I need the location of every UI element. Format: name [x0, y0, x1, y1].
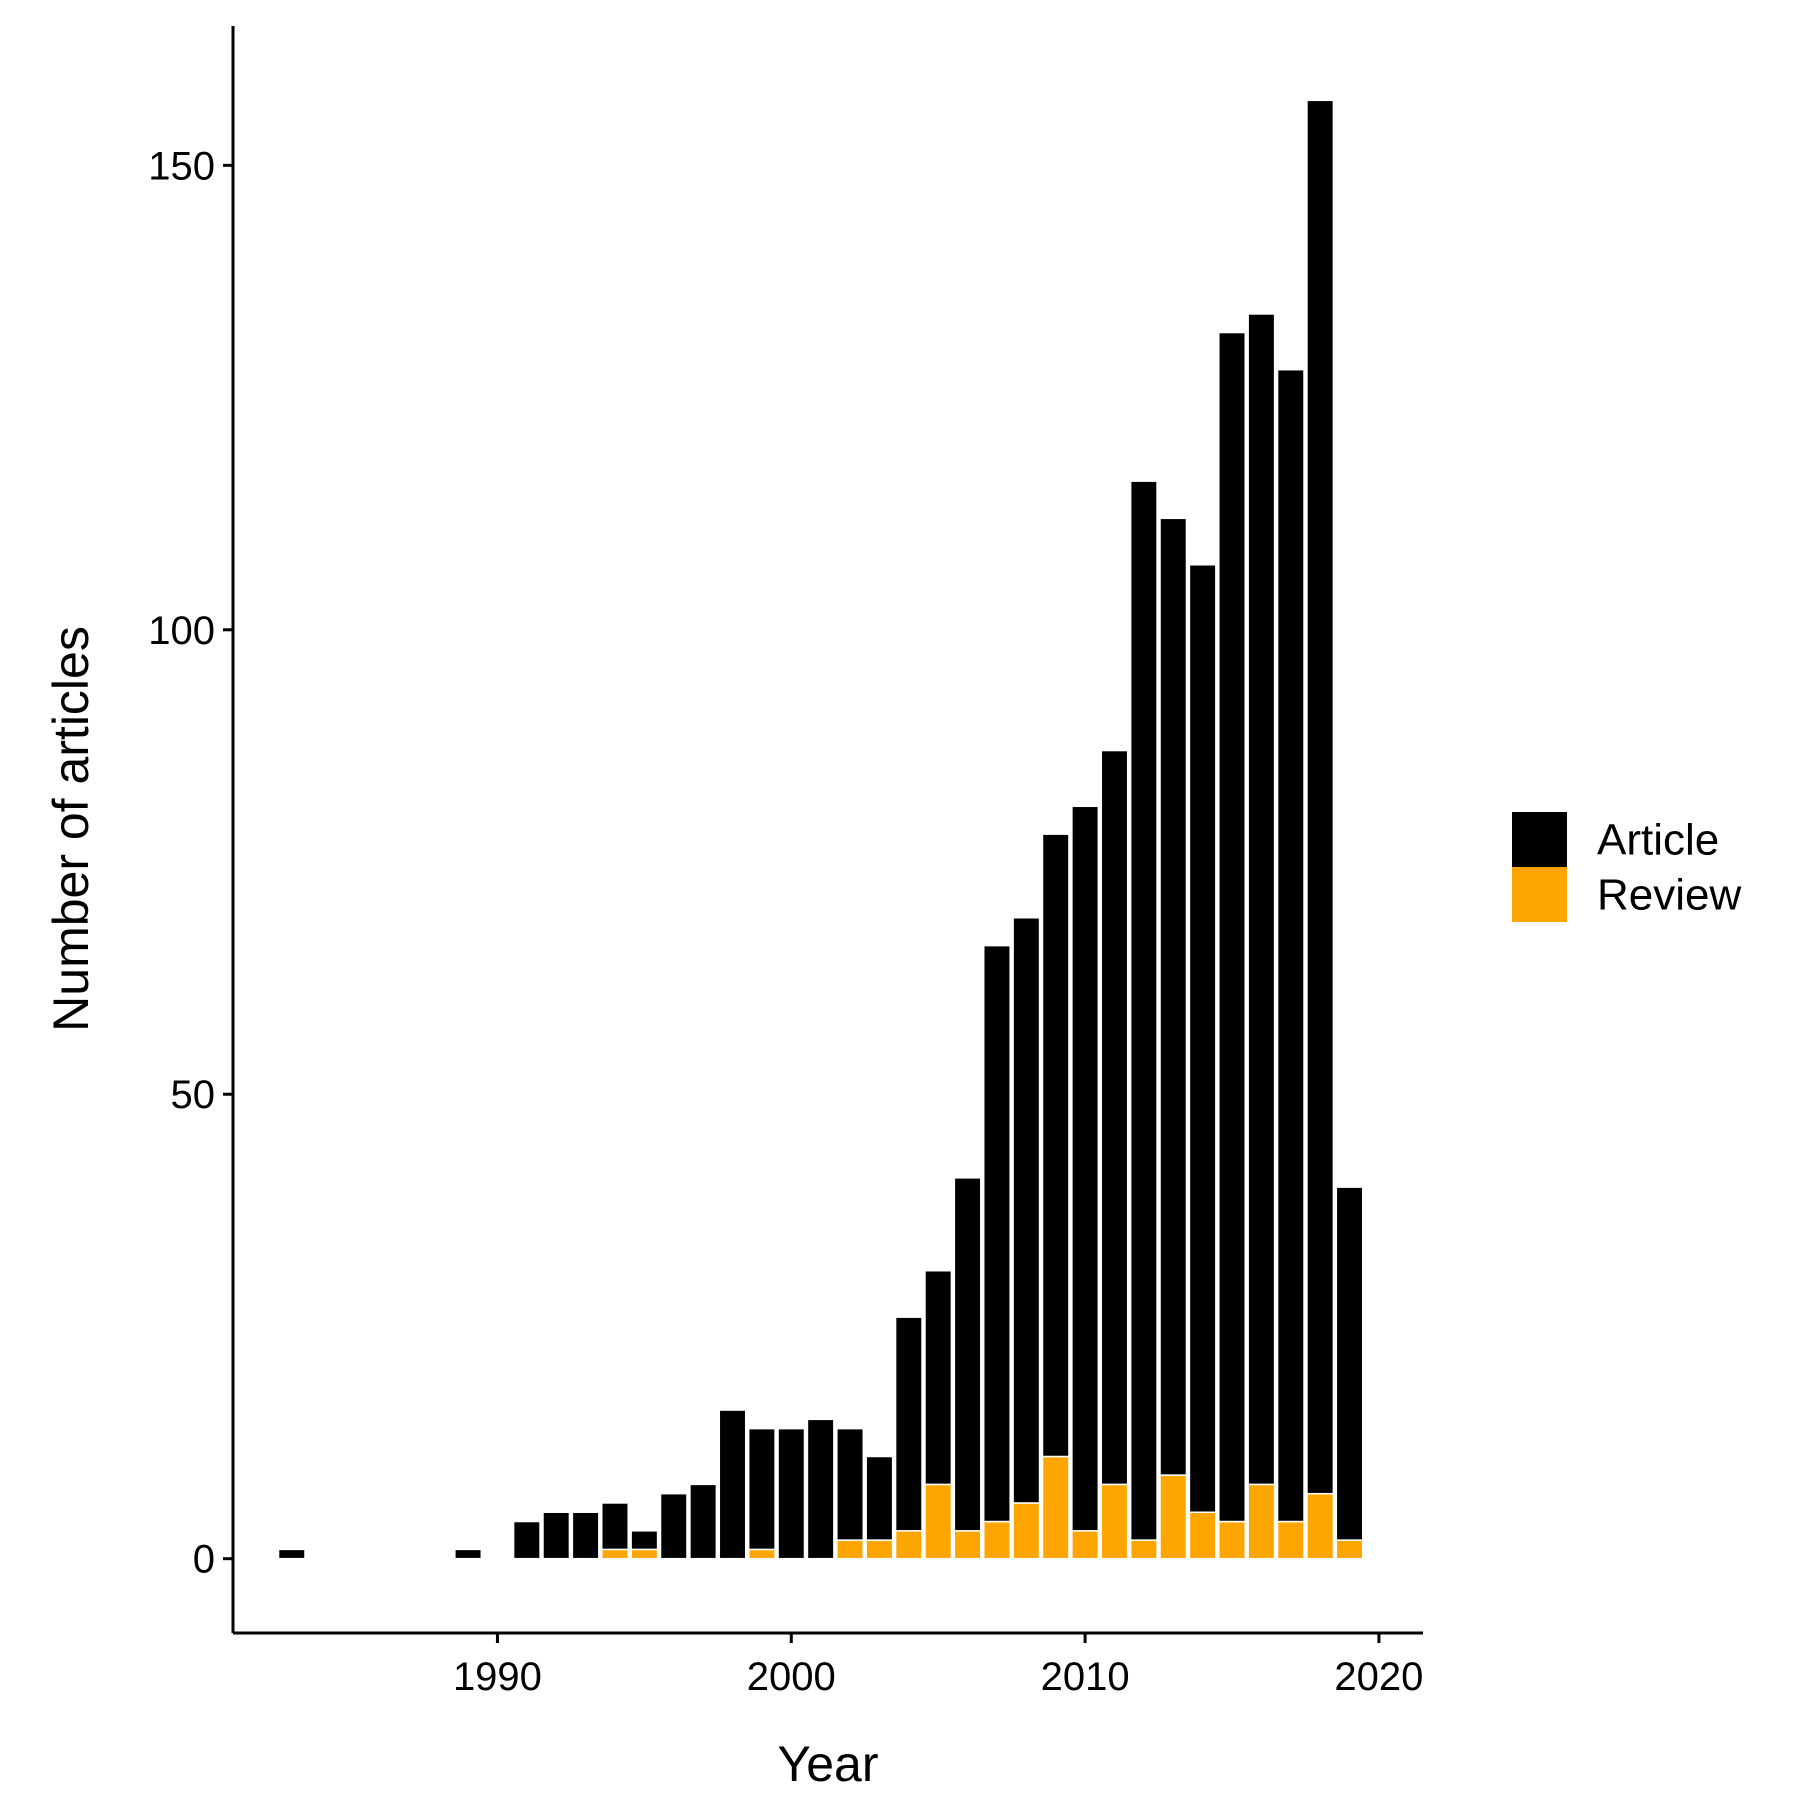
- bar-review-2006: [953, 1530, 982, 1560]
- x-tick-label: 2020: [1334, 1655, 1423, 1699]
- legend-label-review: Review: [1597, 871, 1741, 920]
- x-tick-label: 2010: [1041, 1655, 1130, 1699]
- bar-review-2012: [1129, 1539, 1158, 1560]
- y-axis-ticks: 0 50 100 150: [148, 144, 233, 1582]
- bars-layer: [277, 99, 1364, 1560]
- legend-label-article: Article: [1597, 816, 1719, 865]
- bar-article-2012: [1129, 480, 1158, 1541]
- bar-article-1997: [689, 1483, 718, 1560]
- bar-review-2011: [1100, 1483, 1129, 1560]
- bar-article-2011: [1100, 749, 1129, 1486]
- y-tick-label: 150: [148, 144, 215, 188]
- bar-article-2002: [836, 1427, 865, 1541]
- bar-article-2003: [865, 1455, 894, 1541]
- bar-review-2019: [1335, 1539, 1364, 1560]
- bar-article-2010: [1071, 805, 1100, 1532]
- bar-article-2009: [1041, 833, 1070, 1458]
- bar-review-1994: [601, 1548, 629, 1560]
- bar-article-1983: [277, 1548, 306, 1560]
- bar-review-2016: [1247, 1483, 1276, 1560]
- bar-article-2000: [777, 1427, 806, 1560]
- bar-article-2017: [1276, 368, 1305, 1523]
- bar-article-2004: [894, 1316, 923, 1532]
- bar-article-2008: [1012, 916, 1041, 1504]
- bar-review-1999: [747, 1548, 776, 1560]
- y-tick-label: 0: [193, 1538, 215, 1582]
- legend: Article Review: [1512, 812, 1741, 922]
- y-tick-label: 50: [171, 1073, 216, 1117]
- y-axis-title: Number of articles: [43, 626, 99, 1032]
- legend-key-article: [1512, 812, 1567, 867]
- x-tick-label: 1990: [453, 1655, 542, 1699]
- bar-review-2010: [1071, 1530, 1100, 1560]
- x-axis-ticks: 1990 2000 2010 2020: [453, 1633, 1423, 1699]
- x-tick-label: 2000: [747, 1655, 836, 1699]
- bar-review-2014: [1188, 1511, 1217, 1560]
- bar-article-2019: [1335, 1186, 1364, 1541]
- legend-key-review: [1512, 867, 1567, 922]
- bar-article-1998: [718, 1409, 747, 1560]
- bar-review-2004: [894, 1530, 923, 1560]
- bar-review-2007: [982, 1520, 1011, 1560]
- bar-review-2003: [865, 1539, 894, 1560]
- bar-article-1999: [747, 1427, 776, 1551]
- y-tick-label: 100: [148, 609, 215, 653]
- bar-article-2015: [1218, 331, 1246, 1523]
- bar-review-1995: [630, 1548, 659, 1560]
- bar-article-2014: [1188, 564, 1217, 1513]
- bar-review-2013: [1159, 1474, 1188, 1560]
- bar-article-1989: [454, 1548, 483, 1560]
- bar-article-2006: [953, 1177, 982, 1532]
- bar-review-2018: [1306, 1492, 1335, 1560]
- bar-article-2018: [1306, 99, 1335, 1495]
- bar-review-2002: [836, 1539, 865, 1560]
- bar-article-1991: [512, 1520, 541, 1560]
- bar-article-1996: [659, 1492, 688, 1560]
- bar-article-1995: [630, 1530, 659, 1551]
- bar-review-2008: [1012, 1502, 1041, 1560]
- bar-article-2005: [924, 1269, 953, 1486]
- x-axis-title: Year: [777, 1736, 878, 1792]
- bar-review-2015: [1218, 1520, 1246, 1560]
- bar-article-2007: [982, 944, 1011, 1523]
- bar-article-2013: [1159, 517, 1188, 1476]
- bar-article-2016: [1247, 313, 1276, 1486]
- bar-review-2017: [1276, 1520, 1305, 1560]
- bar-article-1993: [571, 1511, 600, 1560]
- bar-article-1994: [601, 1502, 629, 1551]
- bar-review-2005: [924, 1483, 953, 1560]
- bar-article-1992: [542, 1511, 571, 1560]
- bar-article-2001: [806, 1418, 835, 1560]
- bar-review-2009: [1041, 1455, 1070, 1560]
